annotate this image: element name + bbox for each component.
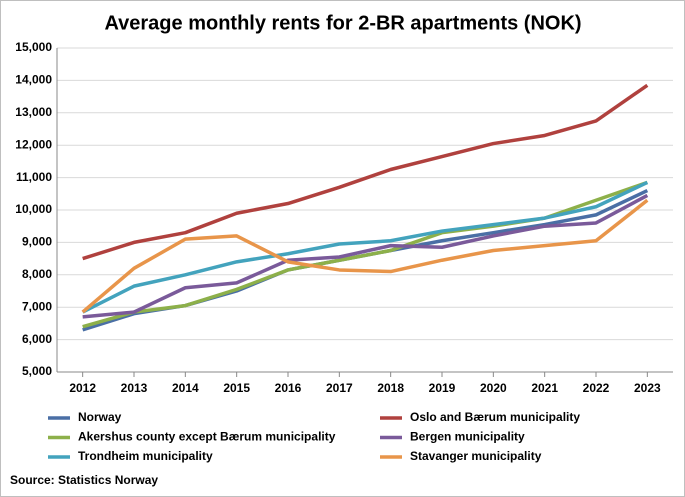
- x-tick-label: 2019: [429, 381, 456, 395]
- x-tick-label: 2014: [172, 381, 199, 395]
- legend-label: Stavanger municipality: [410, 449, 542, 463]
- legend-label: Trondheim municipality: [78, 449, 213, 463]
- x-tick-label: 2013: [121, 381, 148, 395]
- y-tick-label: 9,000: [22, 235, 52, 249]
- series-line: [82, 193, 649, 319]
- y-tick-label: 13,000: [15, 105, 52, 119]
- legend-label: Oslo and Bærum municipality: [410, 410, 580, 424]
- x-tick-label: 2023: [634, 381, 661, 395]
- series-line: [82, 83, 649, 261]
- y-tick-label: 7,000: [22, 299, 52, 313]
- x-tick-label: 2022: [583, 381, 610, 395]
- y-tick-label: 10,000: [15, 202, 52, 216]
- y-tick-label: 6,000: [22, 332, 52, 346]
- x-tick-label: 2018: [377, 381, 404, 395]
- y-tick-label: 12,000: [15, 137, 52, 151]
- legend-label: Bergen municipality: [410, 430, 525, 444]
- chart-title: Average monthly rents for 2-BR apartment…: [104, 12, 581, 34]
- source-note: Source: Statistics Norway: [10, 473, 158, 487]
- y-tick-label: 5,000: [22, 364, 52, 378]
- x-tick-label: 2016: [275, 381, 302, 395]
- x-tick-label: 2015: [223, 381, 250, 395]
- series-line: [81, 198, 649, 314]
- y-tick-label: 11,000: [16, 170, 52, 184]
- x-tick-label: 2021: [531, 381, 558, 395]
- y-tick-label: 8,000: [22, 267, 52, 281]
- y-tick-label: 14,000: [15, 73, 52, 87]
- x-tick-label: 2020: [480, 381, 507, 395]
- series-line: [81, 180, 649, 314]
- x-tick-label: 2017: [326, 381, 353, 395]
- y-tick-label: 15,000: [15, 40, 52, 54]
- legend-label: Norway: [78, 410, 122, 424]
- x-tick-label: 2012: [69, 381, 96, 395]
- legend-label: Akershus county except Bærum municipalit…: [78, 430, 336, 444]
